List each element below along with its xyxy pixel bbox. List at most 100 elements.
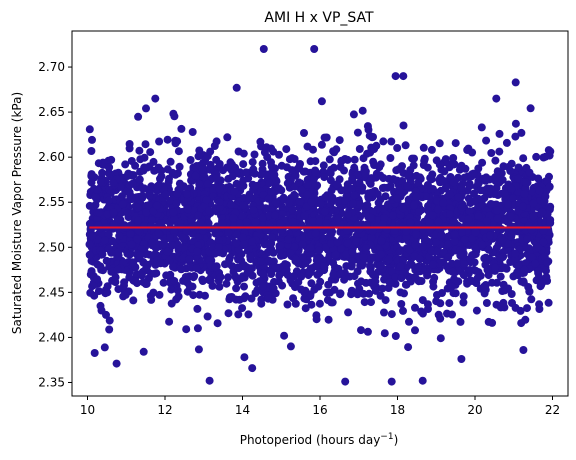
data-point [465, 266, 474, 274]
data-point [406, 218, 415, 227]
data-point [380, 308, 388, 317]
data-point [91, 193, 100, 202]
x-tick-label: 20 [467, 403, 482, 417]
data-point [390, 226, 399, 235]
data-point [417, 307, 426, 316]
data-point [258, 159, 267, 168]
data-point [165, 256, 174, 265]
data-point [310, 45, 319, 53]
data-point [166, 196, 174, 205]
data-point [294, 178, 303, 187]
data-point [248, 264, 256, 273]
data-point [415, 254, 424, 263]
data-point [367, 298, 375, 307]
data-point [94, 208, 103, 217]
data-point [189, 291, 198, 300]
data-point [183, 190, 191, 199]
data-point [492, 94, 501, 103]
data-point [464, 194, 473, 203]
data-point [250, 169, 259, 178]
data-point [276, 219, 285, 228]
data-point [359, 253, 368, 262]
data-point [412, 230, 420, 239]
data-point [495, 129, 504, 138]
data-point [432, 297, 441, 306]
data-point [468, 234, 477, 243]
data-point [192, 264, 201, 273]
data-point [270, 211, 279, 220]
data-point [417, 277, 426, 285]
data-point [297, 185, 306, 194]
data-point [169, 208, 178, 217]
data-point [165, 317, 174, 326]
data-point [105, 163, 114, 172]
chart-title: AMI H x VP_SAT [264, 10, 374, 26]
data-point [123, 172, 132, 180]
data-point [498, 236, 507, 245]
data-point [215, 185, 224, 194]
data-point [399, 72, 408, 81]
data-point [290, 155, 299, 163]
data-point [133, 279, 141, 288]
data-point [239, 240, 248, 249]
data-point [202, 196, 211, 205]
data-point [227, 293, 236, 301]
data-point [528, 253, 537, 262]
data-point [251, 218, 260, 227]
data-point [107, 155, 116, 164]
data-point [216, 273, 225, 281]
data-point [366, 262, 374, 271]
data-point [459, 298, 468, 307]
data-point [194, 211, 202, 220]
data-point [348, 174, 357, 183]
data-point [286, 275, 295, 284]
data-point [151, 94, 160, 103]
data-point [138, 184, 147, 193]
data-point [311, 229, 320, 238]
data-point [113, 265, 122, 274]
data-point [159, 278, 168, 287]
data-point [258, 282, 267, 291]
data-point [257, 257, 266, 266]
data-point [232, 284, 241, 293]
data-point [353, 267, 362, 276]
data-point [327, 239, 336, 248]
data-point [264, 294, 273, 303]
data-point [149, 288, 158, 297]
data-point [316, 199, 325, 208]
data-point [144, 201, 153, 210]
data-point [367, 188, 376, 197]
data-point [133, 235, 142, 244]
data-point [350, 191, 359, 200]
data-point [523, 304, 531, 313]
data-point [464, 215, 473, 224]
data-point [242, 218, 251, 226]
data-point [401, 280, 410, 289]
data-point [198, 277, 207, 285]
data-point [188, 128, 197, 136]
data-point [519, 154, 528, 163]
data-point [209, 243, 217, 252]
data-point [309, 145, 317, 154]
data-point [311, 157, 320, 166]
data-point [520, 265, 529, 274]
data-point [321, 193, 329, 202]
data-point [327, 186, 336, 195]
data-point [193, 304, 202, 313]
data-point [166, 157, 175, 166]
data-point [267, 187, 276, 196]
data-point [236, 219, 245, 228]
data-point [397, 274, 406, 283]
data-point [246, 252, 255, 261]
data-point [215, 282, 224, 291]
data-point [135, 175, 144, 184]
data-point [534, 174, 543, 183]
data-point [330, 285, 339, 294]
data-point [457, 203, 466, 212]
data-point [266, 268, 275, 277]
data-point [275, 150, 283, 159]
data-point [146, 148, 155, 157]
y-tick-label: 2.45 [38, 285, 65, 299]
data-point [384, 255, 393, 264]
data-point [527, 295, 536, 304]
